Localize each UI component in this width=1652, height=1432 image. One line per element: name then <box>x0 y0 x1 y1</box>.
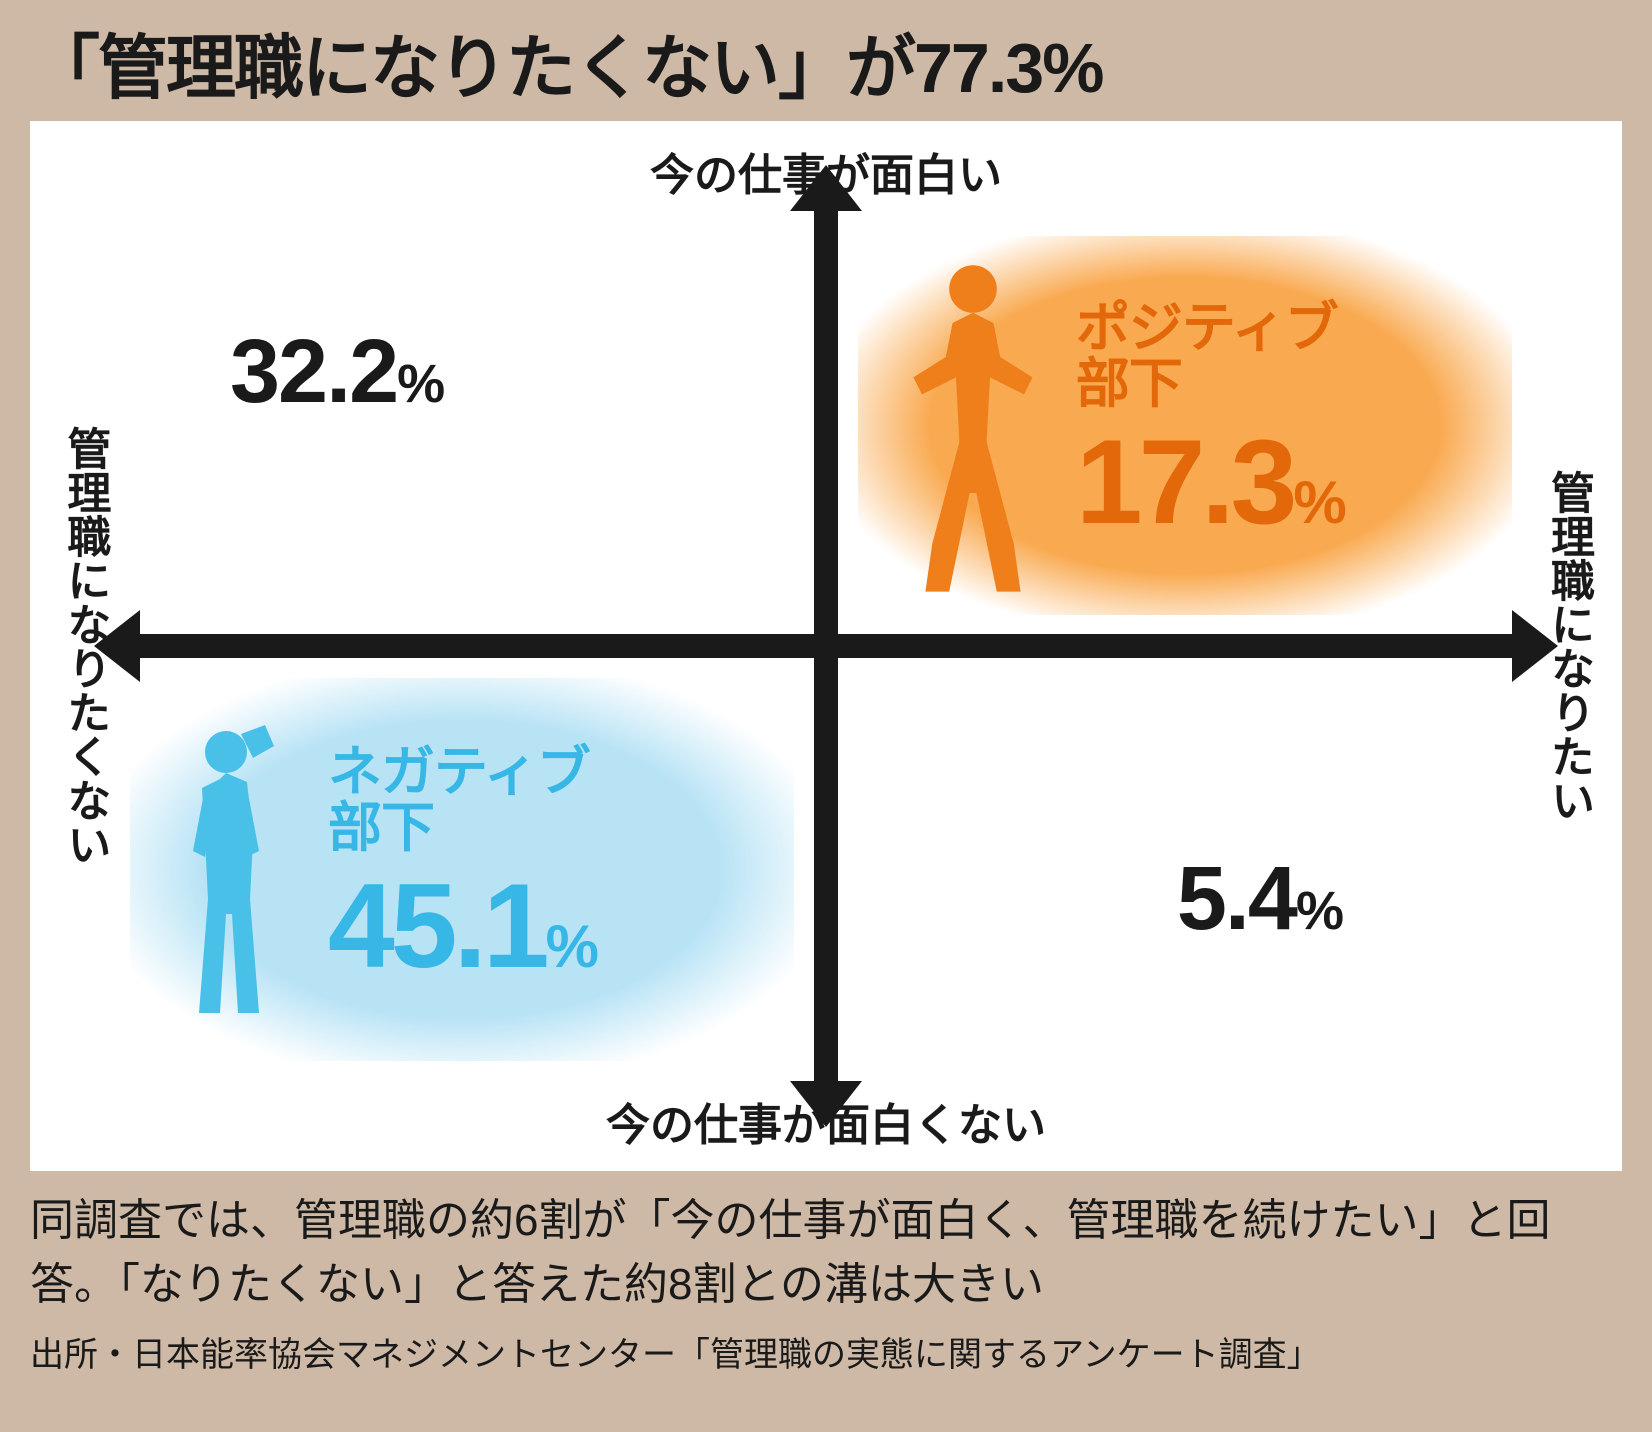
vertical-axis-arrow <box>814 201 838 1091</box>
quadrant-bottom-left-negative: ネガティブ 部下 45.1% <box>130 678 794 1062</box>
quadrant-bottom-right: 5.4% <box>1177 848 1342 951</box>
footer-source: 出所・日本能率協会マネジメントセンター「管理職の実態に関するアンケート調査」 <box>30 1327 1622 1376</box>
footer: 同調査では、管理職の約6割が「今の仕事が面白く、管理職を続けたい」と回答。「なり… <box>0 1171 1652 1376</box>
quadrant-top-left: 32.2% <box>230 321 443 424</box>
quadrant-tl-number: 32.2 <box>230 322 397 422</box>
quadrant-bl-label: ネガティブ 部下 <box>328 744 595 857</box>
percent-unit: % <box>1293 469 1342 536</box>
positive-person-icon <box>888 255 1058 595</box>
negative-person-icon <box>160 699 310 1039</box>
quadrant-chart: 今の仕事が面白い 今の仕事が面白くない 管理職になりたくない 管理職になりたい … <box>30 121 1622 1171</box>
footer-description: 同調査では、管理職の約6割が「今の仕事が面白く、管理職を続けたい」と回答。「なり… <box>30 1189 1622 1317</box>
quadrant-tr-label: ポジティブ 部下 <box>1076 300 1343 413</box>
percent-unit: % <box>397 354 443 414</box>
quadrant-br-number: 5.4 <box>1177 849 1296 949</box>
page-title: 「管理職になりたくない」が77.3% <box>0 0 1652 121</box>
quadrant-bl-value: 45.1% <box>328 857 595 995</box>
quadrant-tr-value: 17.3% <box>1076 413 1343 551</box>
quadrant-br-value: 5.4% <box>1177 848 1342 951</box>
quadrant-tl-value: 32.2% <box>230 321 443 424</box>
percent-unit: % <box>546 913 595 980</box>
quadrant-top-right-positive: ポジティブ 部下 17.3% <box>858 236 1512 615</box>
percent-unit: % <box>1296 881 1342 941</box>
